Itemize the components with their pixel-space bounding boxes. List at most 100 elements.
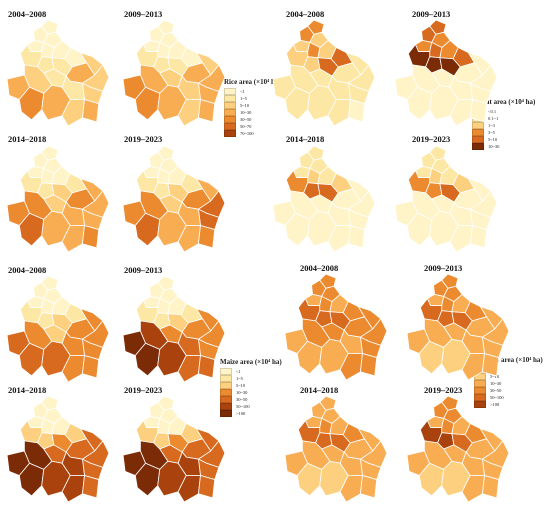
rice-legend-item: 10~30 <box>224 109 281 116</box>
maize-district <box>82 475 100 499</box>
maize-map-panel <box>6 275 110 383</box>
soybean-legend-item: 10~30 <box>474 380 543 387</box>
maize-district <box>177 355 201 383</box>
soybean-district <box>339 353 363 381</box>
wheat-legend-item: 1~3 <box>472 122 535 129</box>
maize-period-label-4: 2019–2023 <box>124 385 163 395</box>
soybean-map-panel <box>284 395 388 503</box>
rice-period-label-3: 2014–2018 <box>8 134 47 144</box>
maize-legend: Maize area (×10⁴ ha) <1 1~5 5~10 10~30 30~50… <box>220 358 282 417</box>
rice-district <box>61 99 85 127</box>
soybean-legend-swatch <box>474 380 486 387</box>
soybean-period-label-1: 2004–2008 <box>300 263 339 273</box>
maize-map-panel <box>6 395 110 503</box>
wheat-district <box>470 225 488 249</box>
wheat-legend-title: Wheat area (×10⁴ ha) <box>472 98 536 106</box>
soybean-period-label-3: 2014–2018 <box>300 385 339 395</box>
maize-district <box>198 475 216 499</box>
maize-district <box>61 475 85 503</box>
rice-legend-item: 50~70 <box>224 123 281 130</box>
rice-district <box>61 225 85 253</box>
wheat-legend-swatch <box>472 122 484 129</box>
maize-legend-label: 1~5 <box>236 376 243 381</box>
maize-legend-item: 10~30 <box>220 389 282 396</box>
rice-district <box>177 225 201 253</box>
maize-legend-item: 30~50 <box>220 396 282 403</box>
wheat-period-label-1: 2004–2008 <box>286 9 325 19</box>
maize-legend-swatch <box>220 368 232 375</box>
maize-district <box>61 355 85 383</box>
maize-legend-item: <1 <box>220 368 282 375</box>
maize-period-label-1: 2004–2008 <box>8 265 47 275</box>
maize-legend-title: Maize area (×10⁴ ha) <box>220 358 282 366</box>
soybean-legend-label: 10~30 <box>490 381 502 386</box>
wheat-legend-label: 3~5 <box>488 130 495 135</box>
wheat-legend-label: 0.1~1 <box>488 116 499 121</box>
wheat-district <box>449 99 473 127</box>
wheat-map-panel <box>272 19 376 127</box>
maize-district <box>177 475 201 503</box>
rice-legend-title: Rice area (×10⁴ ha) <box>224 78 281 86</box>
rice-legend-label: 10~30 <box>240 110 252 115</box>
maize-legend-swatch <box>220 382 232 389</box>
rice-legend-label: <1 <box>240 89 245 94</box>
wheat-district <box>470 99 488 123</box>
rice-map-panel <box>122 145 226 253</box>
maize-legend-swatch <box>220 410 232 417</box>
maize-legend-swatch <box>220 396 232 403</box>
soybean-district <box>339 475 363 503</box>
rice-district <box>82 225 100 249</box>
soybean-legend-label: 5~10 <box>490 374 500 379</box>
maize-district <box>82 355 100 379</box>
rice-map-panel <box>122 19 226 127</box>
rice-period-label-4: 2019–2023 <box>124 134 163 144</box>
wheat-district <box>327 99 351 127</box>
soybean-district <box>482 353 500 377</box>
rice-district <box>198 99 216 123</box>
wheat-legend-item: 10~30 <box>472 143 535 150</box>
rice-legend-swatch <box>224 130 236 137</box>
rice-legend-rows: <1 1~5 5~10 10~30 30~50 50~70 70~100 <box>224 88 281 137</box>
soybean-legend-title: Soybean area (×10⁴ ha) <box>474 356 543 364</box>
rice-legend-swatch <box>224 102 236 109</box>
rice-legend-label: 50~70 <box>240 124 252 129</box>
soybean-district <box>461 353 485 381</box>
soybean-map-panel <box>284 273 388 381</box>
maize-legend-item: 5~10 <box>220 382 282 389</box>
soybean-period-label-4: 2019–2023 <box>424 385 463 395</box>
rice-district <box>82 99 100 123</box>
soybean-map-panel <box>406 273 510 381</box>
maize-legend-item: 50~100 <box>220 403 282 410</box>
wheat-legend-label: <0.1 <box>488 109 497 114</box>
maize-legend-label: 10~30 <box>236 390 248 395</box>
wheat-legend: Wheat area (×10⁴ ha) <0.1 0.1~1 1~3 3~5 5~10… <box>472 98 535 150</box>
rice-legend: Rice area (×10⁴ ha) <1 1~5 5~10 10~30 30~50 5… <box>224 78 281 137</box>
wheat-period-label-4: 2019–2023 <box>412 134 451 144</box>
maize-legend-swatch <box>220 403 232 410</box>
rice-map-panel <box>6 19 110 127</box>
soybean-legend-label: 30~50 <box>490 388 502 393</box>
soybean-district <box>360 353 378 377</box>
wheat-district <box>348 225 366 249</box>
rice-legend-item: 70~100 <box>224 130 281 137</box>
rice-legend-swatch <box>224 95 236 102</box>
wheat-map-panel <box>272 145 376 253</box>
rice-legend-label: 5~10 <box>240 103 250 108</box>
maize-period-label-3: 2014–2018 <box>8 385 47 395</box>
wheat-district <box>449 225 473 253</box>
rice-period-label-1: 2004–2008 <box>8 9 47 19</box>
maize-legend-rows: <1 1~5 5~10 10~30 30~50 50~100 >100 <box>220 368 282 417</box>
rice-legend-swatch <box>224 88 236 95</box>
soybean-legend-label: >100 <box>490 402 500 407</box>
soybean-legend-label: 50~100 <box>490 395 504 400</box>
wheat-legend-label: 5~10 <box>488 137 498 142</box>
wheat-legend-item: 5~10 <box>472 136 535 143</box>
wheat-legend-item: 3~5 <box>472 129 535 136</box>
wheat-period-label-2: 2009–2013 <box>412 9 451 19</box>
maize-legend-label: >100 <box>236 411 246 416</box>
wheat-map-panel <box>394 145 498 253</box>
soybean-legend-swatch <box>474 387 486 394</box>
rice-period-label-2: 2009–2013 <box>124 9 163 19</box>
rice-legend-swatch <box>224 109 236 116</box>
rice-legend-label: 70~100 <box>240 131 254 136</box>
